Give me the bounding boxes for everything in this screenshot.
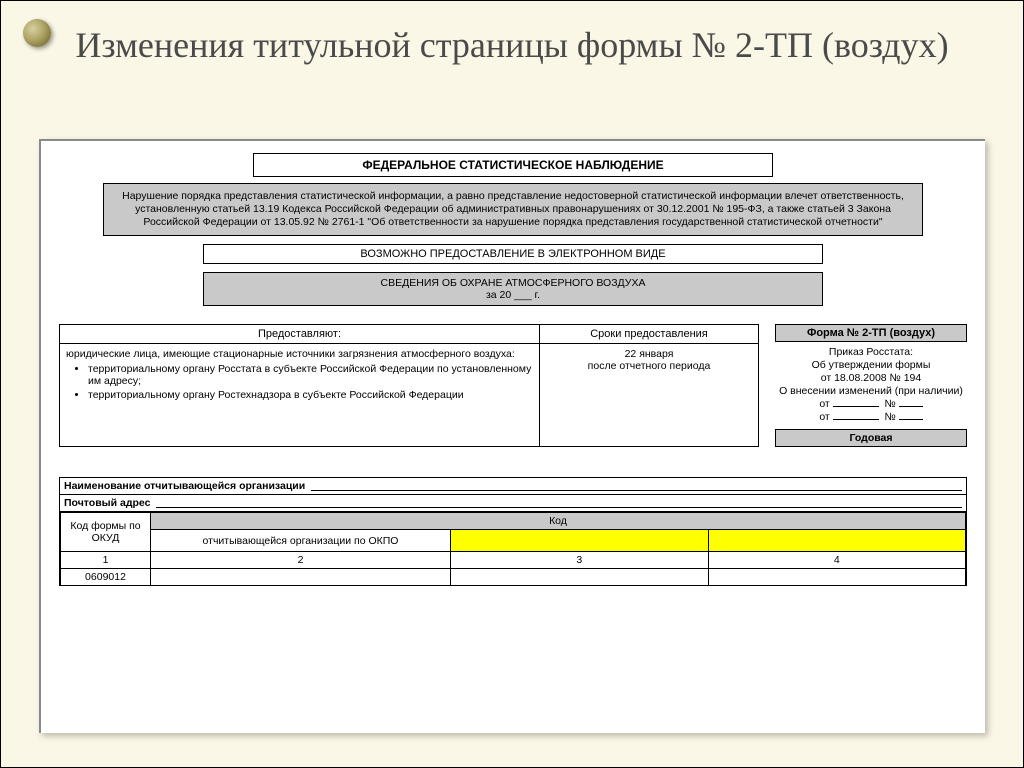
blank-row-1: от №: [775, 398, 967, 410]
provide-item-1: территориальному органу Росстата в субъе…: [88, 363, 533, 387]
okpo-label-cell: отчитывающейся организации по ОКПО: [151, 530, 451, 552]
provide-item-2: территориальному органу Ростехнадзора в …: [88, 389, 533, 401]
colnum-3: 3: [451, 552, 709, 569]
deadline-line-2: после отчетного периода: [546, 360, 752, 372]
order-line-1: Приказ Росстата:: [775, 346, 967, 358]
yellow-cell-1: [451, 530, 709, 552]
empty-cell-2: [451, 569, 709, 586]
provide-row: Предоставляют: юридические лица, имеющие…: [59, 324, 967, 447]
deadline-header: Сроки предоставления: [540, 325, 758, 344]
provide-text: юридические лица, имеющие стационарные и…: [66, 348, 533, 360]
empty-cell-3: [708, 569, 966, 586]
deadline-line-1: 22 января: [546, 348, 752, 360]
blank-row-2: от №: [775, 411, 967, 423]
form-info-column: Форма № 2-ТП (воздух) Приказ Росстата: О…: [775, 324, 967, 447]
colnum-2: 2: [151, 552, 451, 569]
electronic-notice-box: ВОЗМОЖНО ПРЕДОСТАВЛЕНИЕ В ЭЛЕКТРОННОМ ВИ…: [203, 244, 823, 264]
colnum-4: 4: [708, 552, 966, 569]
slide: Изменения титульной страницы формы № 2-Т…: [0, 0, 1024, 768]
colnum-1: 1: [61, 552, 151, 569]
organization-block: Наименование отчитывающейся организации …: [59, 477, 967, 586]
document-preview: ФЕДЕРАЛЬНОЕ СТАТИСТИЧЕСКОЕ НАБЛЮДЕНИЕ На…: [39, 139, 985, 733]
provide-header: Предоставляют:: [60, 325, 539, 344]
bullet-decor: [23, 19, 51, 47]
federal-title-box: ФЕДЕРАЛЬНОЕ СТАТИСТИЧЕСКОЕ НАБЛЮДЕНИЕ: [253, 153, 773, 177]
subject-line-2: за 20 ___ г.: [210, 289, 816, 301]
okud-label-cell: Код формы по ОКУД: [61, 513, 151, 552]
yearly-label: Годовая: [775, 429, 967, 447]
provide-table: Предоставляют: юридические лица, имеющие…: [59, 324, 759, 447]
code-table: Код формы по ОКУД Код отчитывающейся орг…: [60, 512, 966, 586]
order-line-4: О внесении изменений (при наличии): [775, 385, 967, 397]
kod-header-cell: Код: [151, 513, 966, 530]
org-name-row: Наименование отчитывающейся организации: [60, 478, 966, 495]
form-label: Форма № 2-ТП (воздух): [775, 324, 967, 342]
slide-title: Изменения титульной страницы формы № 2-Т…: [1, 1, 1023, 70]
subject-box: СВЕДЕНИЯ ОБ ОХРАНЕ АТМОСФЕРНОГО ВОЗДУХА …: [203, 272, 823, 306]
legal-notice-box: Нарушение порядка представления статисти…: [103, 183, 923, 236]
order-line-3: от 18.08.2008 № 194: [775, 372, 967, 384]
okud-value-cell: 0609012: [61, 569, 151, 586]
yellow-cell-2: [708, 530, 966, 552]
org-address-row: Почтовый адрес: [60, 495, 966, 512]
empty-cell-1: [151, 569, 451, 586]
subject-line-1: СВЕДЕНИЯ ОБ ОХРАНЕ АТМОСФЕРНОГО ВОЗДУХА: [210, 277, 816, 289]
order-line-2: Об утверждении формы: [775, 359, 967, 371]
